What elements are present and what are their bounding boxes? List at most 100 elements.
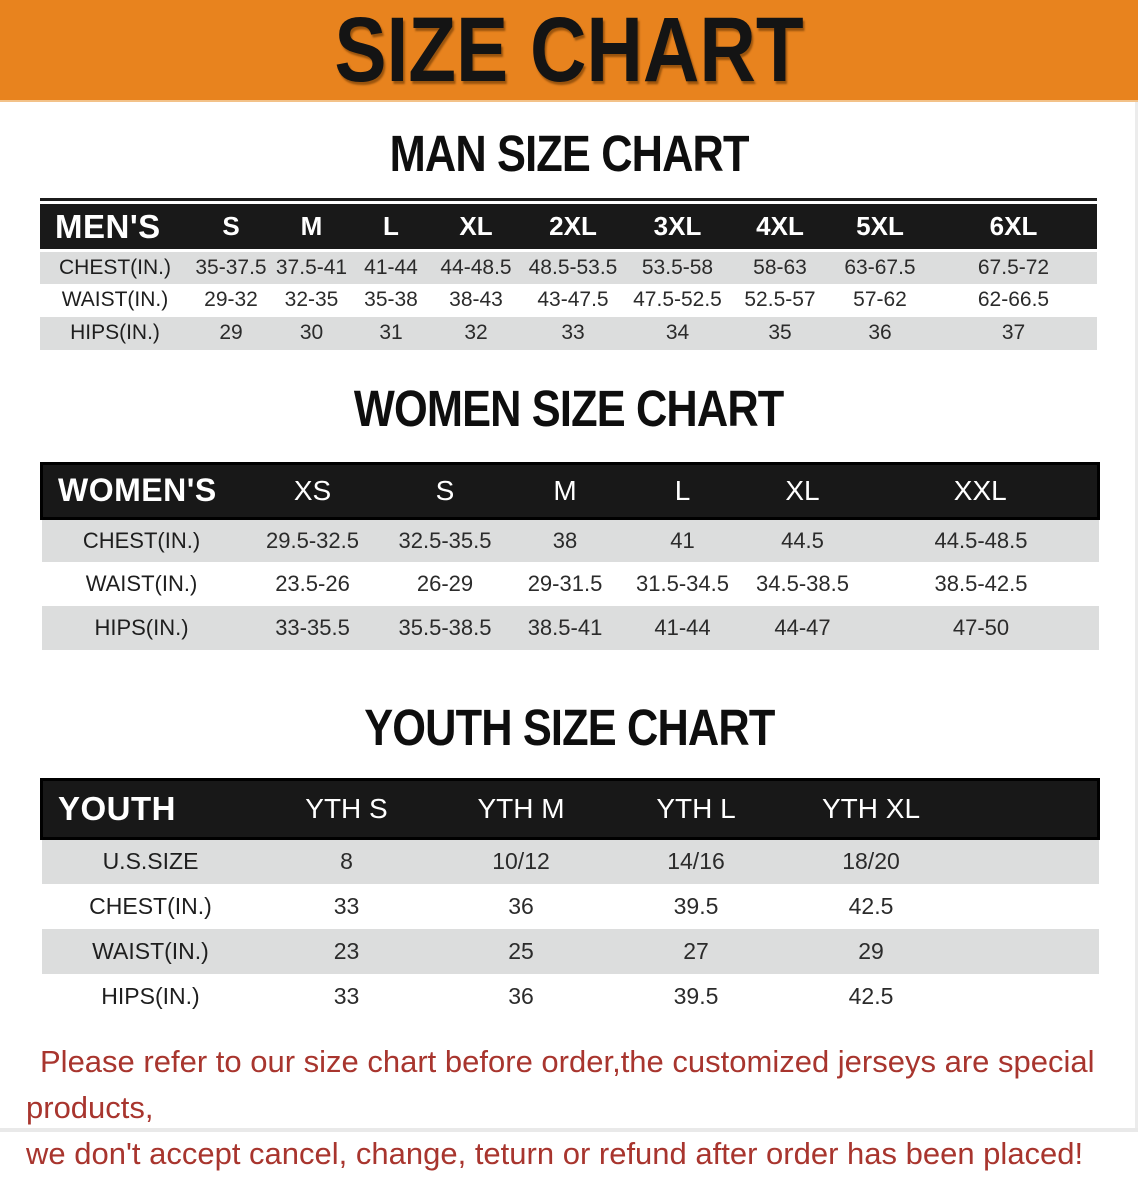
row-label: CHEST(IN.) [41,518,242,562]
youth-size-table: YOUTH YTH S YTH M YTH L YTH XL U.S.SIZE … [40,778,1100,1019]
size-value: 35-38 [351,283,431,317]
size-value: 62-66.5 [930,283,1097,317]
header-spacer [958,778,1100,840]
mens-column-header: 4XL [730,204,830,252]
size-value: 33 [259,883,434,929]
page-right-edge [1135,102,1138,1132]
size-value: 48.5-53.5 [521,250,625,284]
womens-corner-label: WOMEN'S [40,461,242,520]
mens-size-table: MEN'S S M L XL 2XL 3XL 4XL 5XL 6XL CHEST… [40,204,1097,350]
mens-column-header: XL [431,204,521,252]
womens-column-header: S [383,461,507,520]
youth-corner-label: YOUTH [40,778,260,840]
size-value: 44.5 [741,518,864,562]
size-value: 52.5-57 [730,283,830,317]
size-value: 58-63 [730,250,830,284]
size-value: 14/16 [608,838,784,884]
disclaimer-line-1: Please refer to our size chart before or… [26,1043,1095,1125]
size-value: 44-47 [741,606,864,650]
size-value: 43-47.5 [521,283,625,317]
mens-column-header: M [272,204,351,252]
size-value: 42.5 [783,883,959,929]
size-value: 63-67.5 [830,250,930,284]
youth-column-header: YTH M [433,778,609,840]
youth-column-header: YTH L [608,778,784,840]
mens-table-wrap: MEN'S S M L XL 2XL 3XL 4XL 5XL 6XL CHEST… [40,198,1097,350]
size-value: 29-31.5 [506,562,624,606]
row-label: CHEST(IN.) [41,883,260,929]
size-value: 27 [608,928,784,974]
size-value: 35 [730,316,830,350]
mens-table-top-rule [40,198,1097,201]
youth-table-wrap: YOUTH YTH S YTH M YTH L YTH XL U.S.SIZE … [40,778,1100,1019]
womens-column-header: XL [741,461,864,520]
size-value: 29-32 [190,283,272,317]
women-section-heading: WOMEN SIZE CHART [0,379,1138,437]
size-value: 38 [506,518,624,562]
row-label: WAIST(IN.) [40,283,190,317]
mens-column-header: 5XL [830,204,930,252]
mens-corner-label: MEN'S [40,204,190,252]
youth-section-heading-text: YOUTH SIZE CHART [363,699,775,756]
row-label: CHEST(IN.) [40,250,190,284]
size-value: 38-43 [431,283,521,317]
size-value: 38.5-41 [506,606,624,650]
size-value: 31.5-34.5 [623,562,742,606]
mens-waist-row: WAIST(IN.) 29-32 32-35 35-38 38-43 43-47… [40,283,1097,317]
youth-section-heading: YOUTH SIZE CHART [0,702,1138,754]
mens-column-header: 3XL [625,204,730,252]
size-value: 29.5-32.5 [241,518,384,562]
mens-column-header: 2XL [521,204,625,252]
size-value: 29 [190,316,272,350]
size-value: 47-50 [863,606,1099,650]
size-value: 33 [259,973,434,1019]
size-value: 32-35 [272,283,351,317]
womens-chest-row: CHEST(IN.) 29.5-32.5 32.5-35.5 38 41 44.… [41,518,1099,562]
size-value: 35-37.5 [190,250,272,284]
mens-column-header: 6XL [930,204,1097,252]
size-value: 39.5 [608,883,784,929]
size-value: 42.5 [783,973,959,1019]
size-value: 37.5-41 [272,250,351,284]
women-section-heading-text: WOMEN SIZE CHART [354,379,784,437]
size-value: 36 [830,316,930,350]
size-value: 34 [625,316,730,350]
man-section-heading-text: MAN SIZE CHART [389,125,750,182]
row-label: U.S.SIZE [41,838,260,884]
size-value: 32.5-35.5 [383,518,507,562]
youth-column-header: YTH S [259,778,434,840]
banner-title: SIZE CHART [334,0,804,101]
size-value: 41-44 [623,606,742,650]
youth-column-header: YTH XL [783,778,959,840]
row-label: HIPS(IN.) [40,316,190,350]
row-label: WAIST(IN.) [41,928,260,974]
size-value: 41-44 [351,250,431,284]
row-spacer [958,883,1099,929]
size-value: 32 [431,316,521,350]
disclaimer-line-2: we don't accept cancel, change, teturn o… [26,1135,1084,1171]
size-value: 10/12 [433,838,609,884]
mens-chest-row: CHEST(IN.) 35-37.5 37.5-41 41-44 44-48.5… [40,250,1097,284]
size-value: 39.5 [608,973,784,1019]
size-value: 30 [272,316,351,350]
womens-waist-row: WAIST(IN.) 23.5-26 26-29 29-31.5 31.5-34… [41,562,1099,606]
row-spacer [958,838,1099,884]
size-value: 44-48.5 [431,250,521,284]
womens-hips-row: HIPS(IN.) 33-35.5 35.5-38.5 38.5-41 41-4… [41,606,1099,650]
size-value: 37 [930,316,1097,350]
row-label: WAIST(IN.) [41,562,242,606]
size-value: 31 [351,316,431,350]
size-value: 57-62 [830,283,930,317]
womens-column-header: M [506,461,624,520]
size-value: 29 [783,928,959,974]
size-value: 67.5-72 [930,250,1097,284]
size-value: 18/20 [783,838,959,884]
size-value: 53.5-58 [625,250,730,284]
womens-size-table: WOMEN'S XS S M L XL XXL CHEST(IN.) 29.5-… [40,461,1100,650]
womens-table-wrap: WOMEN'S XS S M L XL XXL CHEST(IN.) 29.5-… [40,461,1100,650]
youth-header-row: YOUTH YTH S YTH M YTH L YTH XL [40,778,1100,840]
size-value: 8 [259,838,434,884]
mens-header-row: MEN'S S M L XL 2XL 3XL 4XL 5XL 6XL [40,204,1097,252]
size-value: 44.5-48.5 [863,518,1099,562]
size-value: 26-29 [383,562,507,606]
